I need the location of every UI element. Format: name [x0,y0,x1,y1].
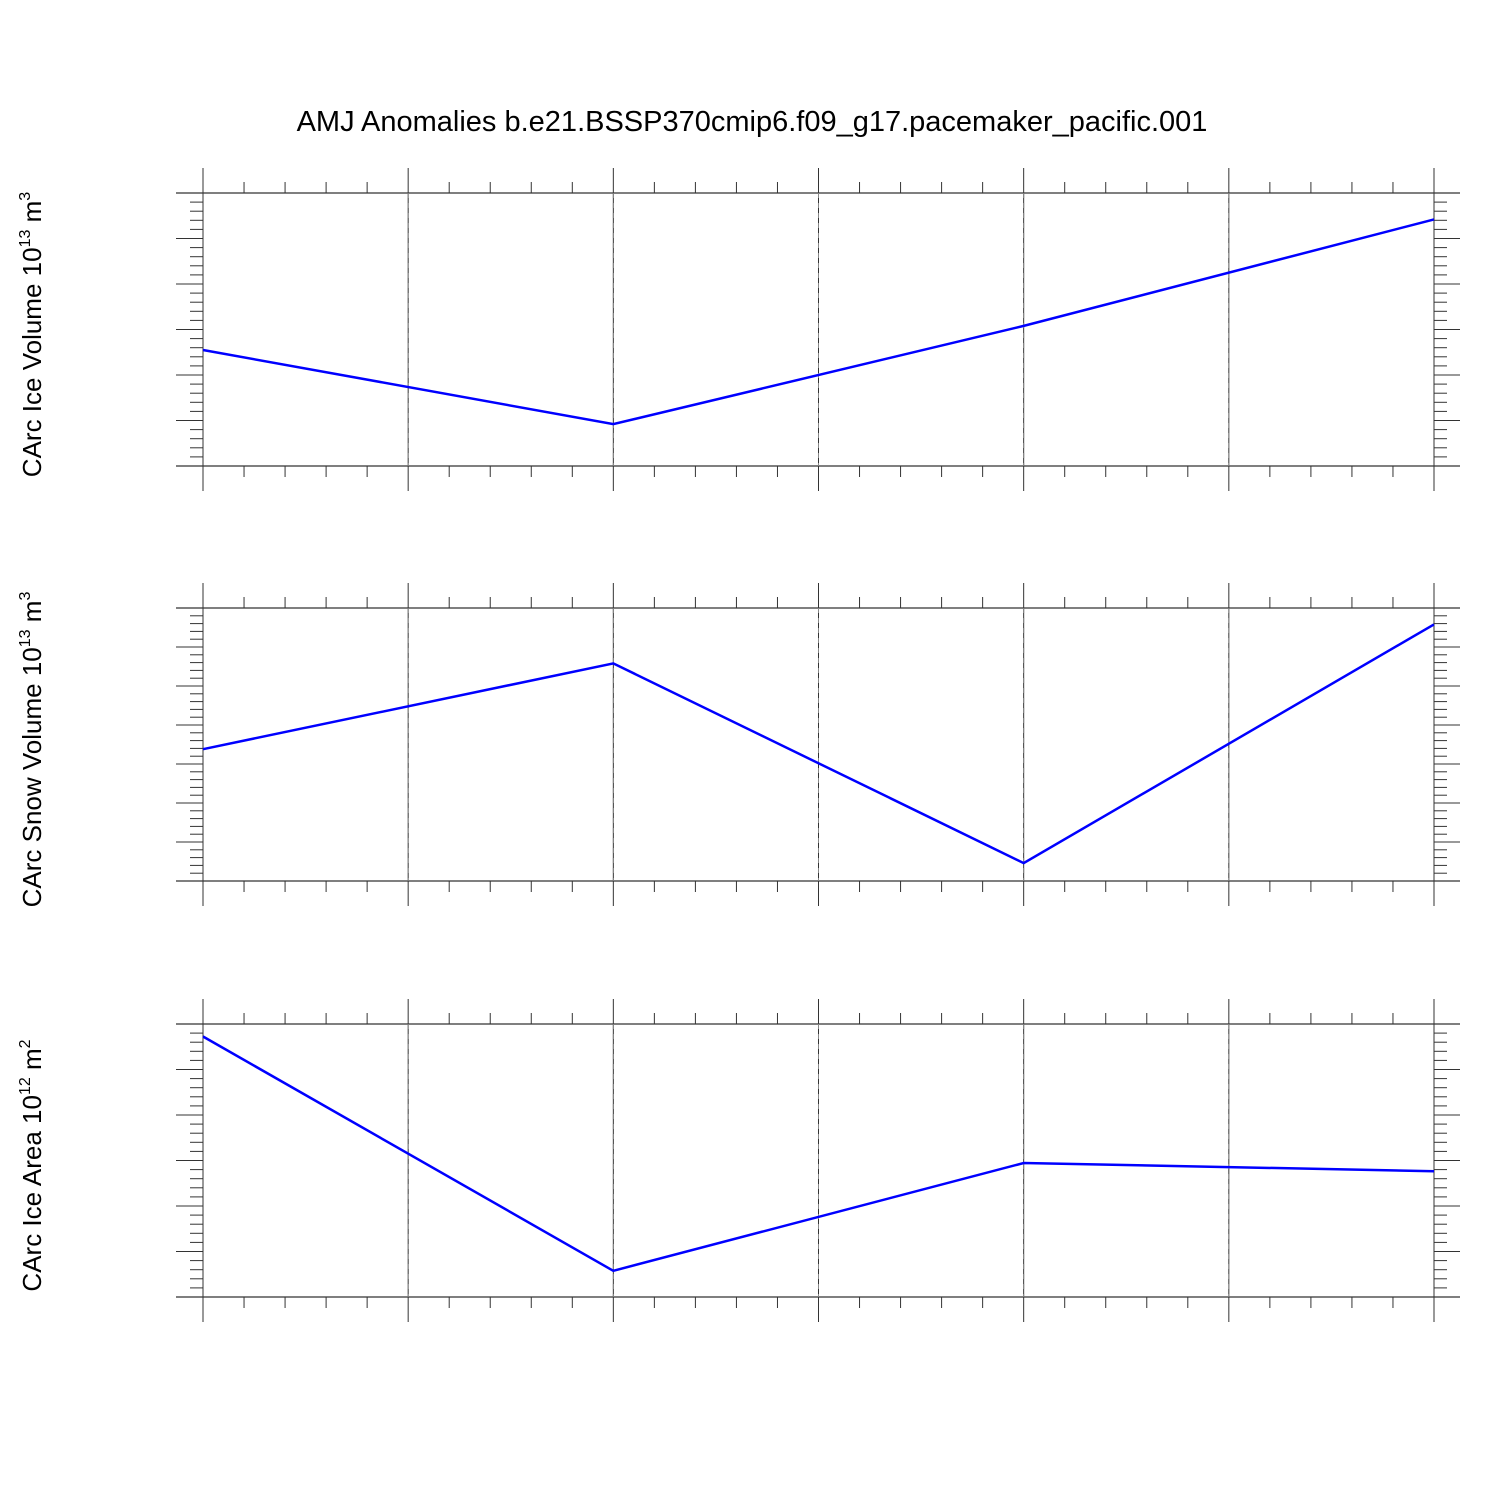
y-axis-label-text: CArc Ice Volume [17,284,47,478]
chart-panel-2: CArc Snow Volume 1013 m3 [17,583,1460,907]
series-line [202,623,1435,865]
y-axis-unit-base: 10 [17,1095,47,1124]
y-axis-unit-tail-exponent: 3 [17,192,34,201]
series-line [202,218,1435,426]
y-axis-label-text: CArc Ice Area [17,1131,47,1292]
y-axis-label: CArc Snow Volume 1013 m3 [17,592,47,908]
y-axis-label-gap [17,622,47,629]
y-axis-unit-exponent: 12 [17,1077,34,1095]
y-axis-unit-exponent: 13 [17,629,34,647]
y-axis-unit-base: 10 [17,647,47,676]
y-axis-label-gap [17,222,47,229]
chart-panel-1: CArc Ice Volume 1013 m3 [17,168,1460,491]
y-axis-unit: m [17,601,47,623]
y-axis-label-text: CArc Snow Volume [17,683,47,907]
y-axis-label-gap [17,276,47,283]
y-axis-unit-base: 10 [17,247,47,276]
y-axis-unit: m [17,201,47,223]
y-axis-unit-tail-exponent: 2 [17,1039,34,1048]
y-axis-label-gap [17,1124,47,1131]
y-axis-label-gap [17,676,47,683]
chart-title: AMJ Anomalies b.e21.BSSP370cmip6.f09_g17… [297,106,1208,138]
series-line [202,1035,1435,1273]
y-axis-label: CArc Ice Volume 1013 m3 [17,192,47,478]
chart-panel-3: CArc Ice Area 1012 m2 [17,999,1460,1322]
y-axis-label: CArc Ice Area 1012 m2 [17,1039,47,1291]
y-axis-unit-tail-exponent: 3 [17,592,34,601]
y-axis-unit-exponent: 13 [17,230,34,248]
y-axis-unit: m [17,1048,47,1070]
y-axis-label-gap [17,1070,47,1077]
